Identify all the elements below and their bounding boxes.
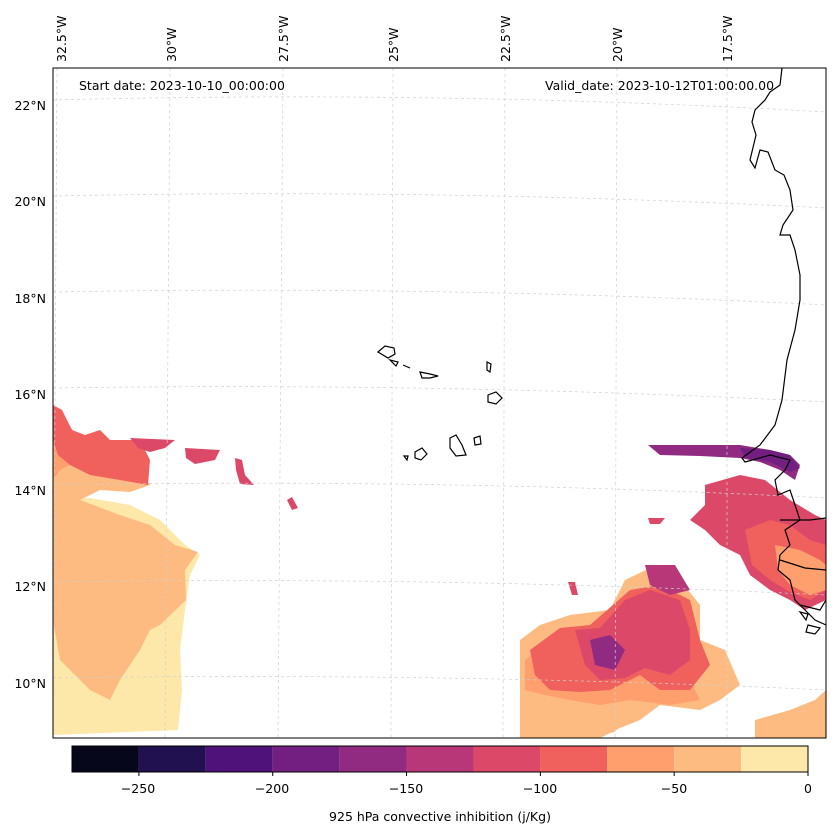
cin-field-east-band-dark	[740, 448, 800, 472]
cin-field-southeast-tail	[755, 690, 826, 738]
coast-island-bijagos-1	[798, 611, 809, 622]
lon-label-27-5w: 27.5°W	[276, 15, 291, 62]
colorbar-tick-label: 0	[804, 781, 812, 796]
lat-label-14n: 14°N	[14, 483, 46, 498]
colorbar-swatch	[339, 746, 407, 772]
cin-field-east-dot	[568, 582, 578, 595]
lon-grid-25	[390, 67, 394, 739]
cin-field-west-light	[53, 410, 198, 700]
lat-label-22n: 22°N	[14, 98, 46, 113]
lat-grid-18	[52, 289, 827, 306]
coast-inlet-3	[799, 599, 827, 611]
africa-coastline	[741, 67, 827, 626]
lat-label-10n: 10°N	[14, 676, 46, 691]
lat-grid-22	[52, 96, 827, 113]
lat-label-12n: 12°N	[14, 579, 46, 594]
colorbar-tick-label: −150	[388, 781, 424, 796]
cape-verde-santiago	[449, 434, 467, 457]
lat-grid-16	[52, 386, 827, 403]
cape-verde-maio	[473, 435, 482, 446]
colorbar-swatch	[138, 746, 206, 772]
lat-grid-10	[52, 676, 827, 691]
map-frame	[52, 67, 827, 739]
lon-label-25w: 25°W	[386, 27, 401, 62]
lat-label-20n: 20°N	[14, 194, 46, 209]
cape-verde-santa-luzia	[402, 364, 411, 369]
cape-verde-fogo	[414, 447, 428, 461]
cin-field-south-magenta	[645, 565, 690, 595]
colorbar-swatch	[674, 746, 742, 772]
cin-field-west-island-1	[185, 448, 220, 464]
graticule	[52, 67, 827, 739]
lat-label-18n: 18°N	[14, 291, 46, 306]
cin-field-south-purple	[590, 635, 625, 670]
colorbar-swatch	[72, 746, 139, 772]
cin-field-east-isle	[648, 518, 665, 524]
cape-verde-sao-nicolau	[419, 371, 439, 379]
cin-field-west-mid	[53, 405, 150, 485]
lat-grid-20	[52, 193, 827, 209]
cin-field-west-orange	[53, 410, 105, 480]
cape-verde-boa-vista	[487, 391, 503, 405]
colorbar-swatch	[205, 746, 273, 772]
valid-date-label: Valid_date: 2023-10-12T01:00:00.00	[545, 78, 775, 93]
lon-grid-20	[614, 67, 618, 739]
colorbar-swatch	[741, 746, 808, 772]
lat-grid-14	[52, 482, 827, 499]
cin-field-west-island-2	[235, 458, 254, 485]
colorbar-swatch	[406, 746, 474, 772]
lon-label-17-5w: 17.5°W	[720, 15, 735, 62]
lon-grid-32-5	[52, 67, 58, 739]
coast-island-bijagos-2	[805, 624, 822, 635]
colorbar-swatch	[473, 746, 541, 772]
cin-contour-fields	[53, 405, 826, 738]
coastlines	[376, 67, 827, 635]
lon-label-32-5w: 32.5°W	[54, 15, 69, 62]
cin-field-south-tail	[560, 705, 620, 738]
lon-grid-30	[164, 67, 171, 739]
colorbar-swatch	[540, 746, 608, 772]
cin-field-west-island-3	[287, 497, 298, 510]
cape-verde-sao-vicente	[388, 358, 399, 368]
lat-label-16n: 16°N	[14, 387, 46, 402]
colorbar-swatch	[607, 746, 675, 772]
lon-label-20w: 20°W	[610, 27, 625, 62]
colorbar-tick-label: −200	[254, 781, 290, 796]
lon-grid-27-5	[277, 67, 284, 739]
colorbar-title: 925 hPa convective inhibition (j/Kg)	[329, 809, 551, 824]
lon-label-22-5w: 22.5°W	[498, 15, 513, 62]
colorbar-swatch	[272, 746, 340, 772]
colorbar	[71, 745, 809, 776]
lon-grid-22-5	[502, 67, 506, 739]
cape-verde-santo-antao	[376, 345, 396, 359]
cape-verde-brava	[402, 455, 409, 462]
colorbar-tick-label: −50	[660, 781, 688, 796]
start-date-label: Start date: 2023-10-10_00:00:00	[79, 78, 285, 93]
colorbar-frame	[71, 745, 809, 773]
colorbar-tick-label: −250	[120, 781, 156, 796]
colorbar-tick-label: −100	[522, 781, 558, 796]
lat-grid-12	[52, 580, 827, 596]
cin-field-west-deep	[130, 438, 175, 452]
lon-label-30w: 30°W	[164, 27, 179, 62]
cin-field-east-orange	[775, 545, 826, 595]
cin-field-south-deep	[575, 590, 690, 680]
coast-inlet-2	[779, 559, 827, 571]
coast-inlet-1	[780, 517, 827, 521]
cape-verde-sal	[486, 361, 492, 374]
